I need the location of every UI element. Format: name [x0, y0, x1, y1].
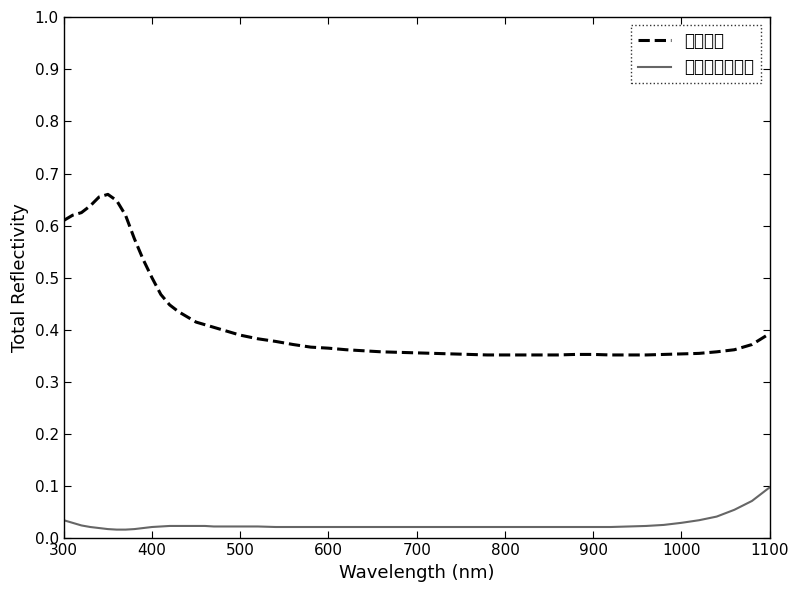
Line: 抛光硅片: 抛光硅片	[64, 195, 770, 355]
抛光硅片	[500, 352, 510, 359]
多孔金字塔结构	[209, 523, 218, 530]
多孔金字塔结构	[482, 524, 492, 531]
多孔金字塔结构	[59, 517, 69, 524]
多孔金字塔结构	[765, 484, 774, 491]
抛光硅片	[747, 341, 757, 348]
抛光硅片	[553, 352, 562, 359]
多孔金字塔结构	[200, 522, 210, 530]
抛光硅片	[103, 191, 113, 198]
X-axis label: Wavelength (nm): Wavelength (nm)	[339, 564, 494, 582]
抛光硅片	[59, 217, 69, 224]
抛光硅片	[209, 324, 218, 331]
多孔金字塔结构	[747, 498, 757, 505]
Y-axis label: Total Reflectivity: Total Reflectivity	[11, 203, 29, 352]
多孔金字塔结构	[165, 522, 174, 530]
Legend: 抛光硅片, 多孔金字塔结构: 抛光硅片, 多孔金字塔结构	[631, 25, 762, 83]
Line: 多孔金字塔结构: 多孔金字塔结构	[64, 487, 770, 530]
多孔金字塔结构	[535, 524, 545, 531]
多孔金字塔结构	[112, 526, 122, 533]
抛光硅片	[165, 301, 174, 308]
抛光硅片	[765, 330, 774, 337]
抛光硅片	[482, 352, 492, 359]
抛光硅片	[200, 321, 210, 329]
